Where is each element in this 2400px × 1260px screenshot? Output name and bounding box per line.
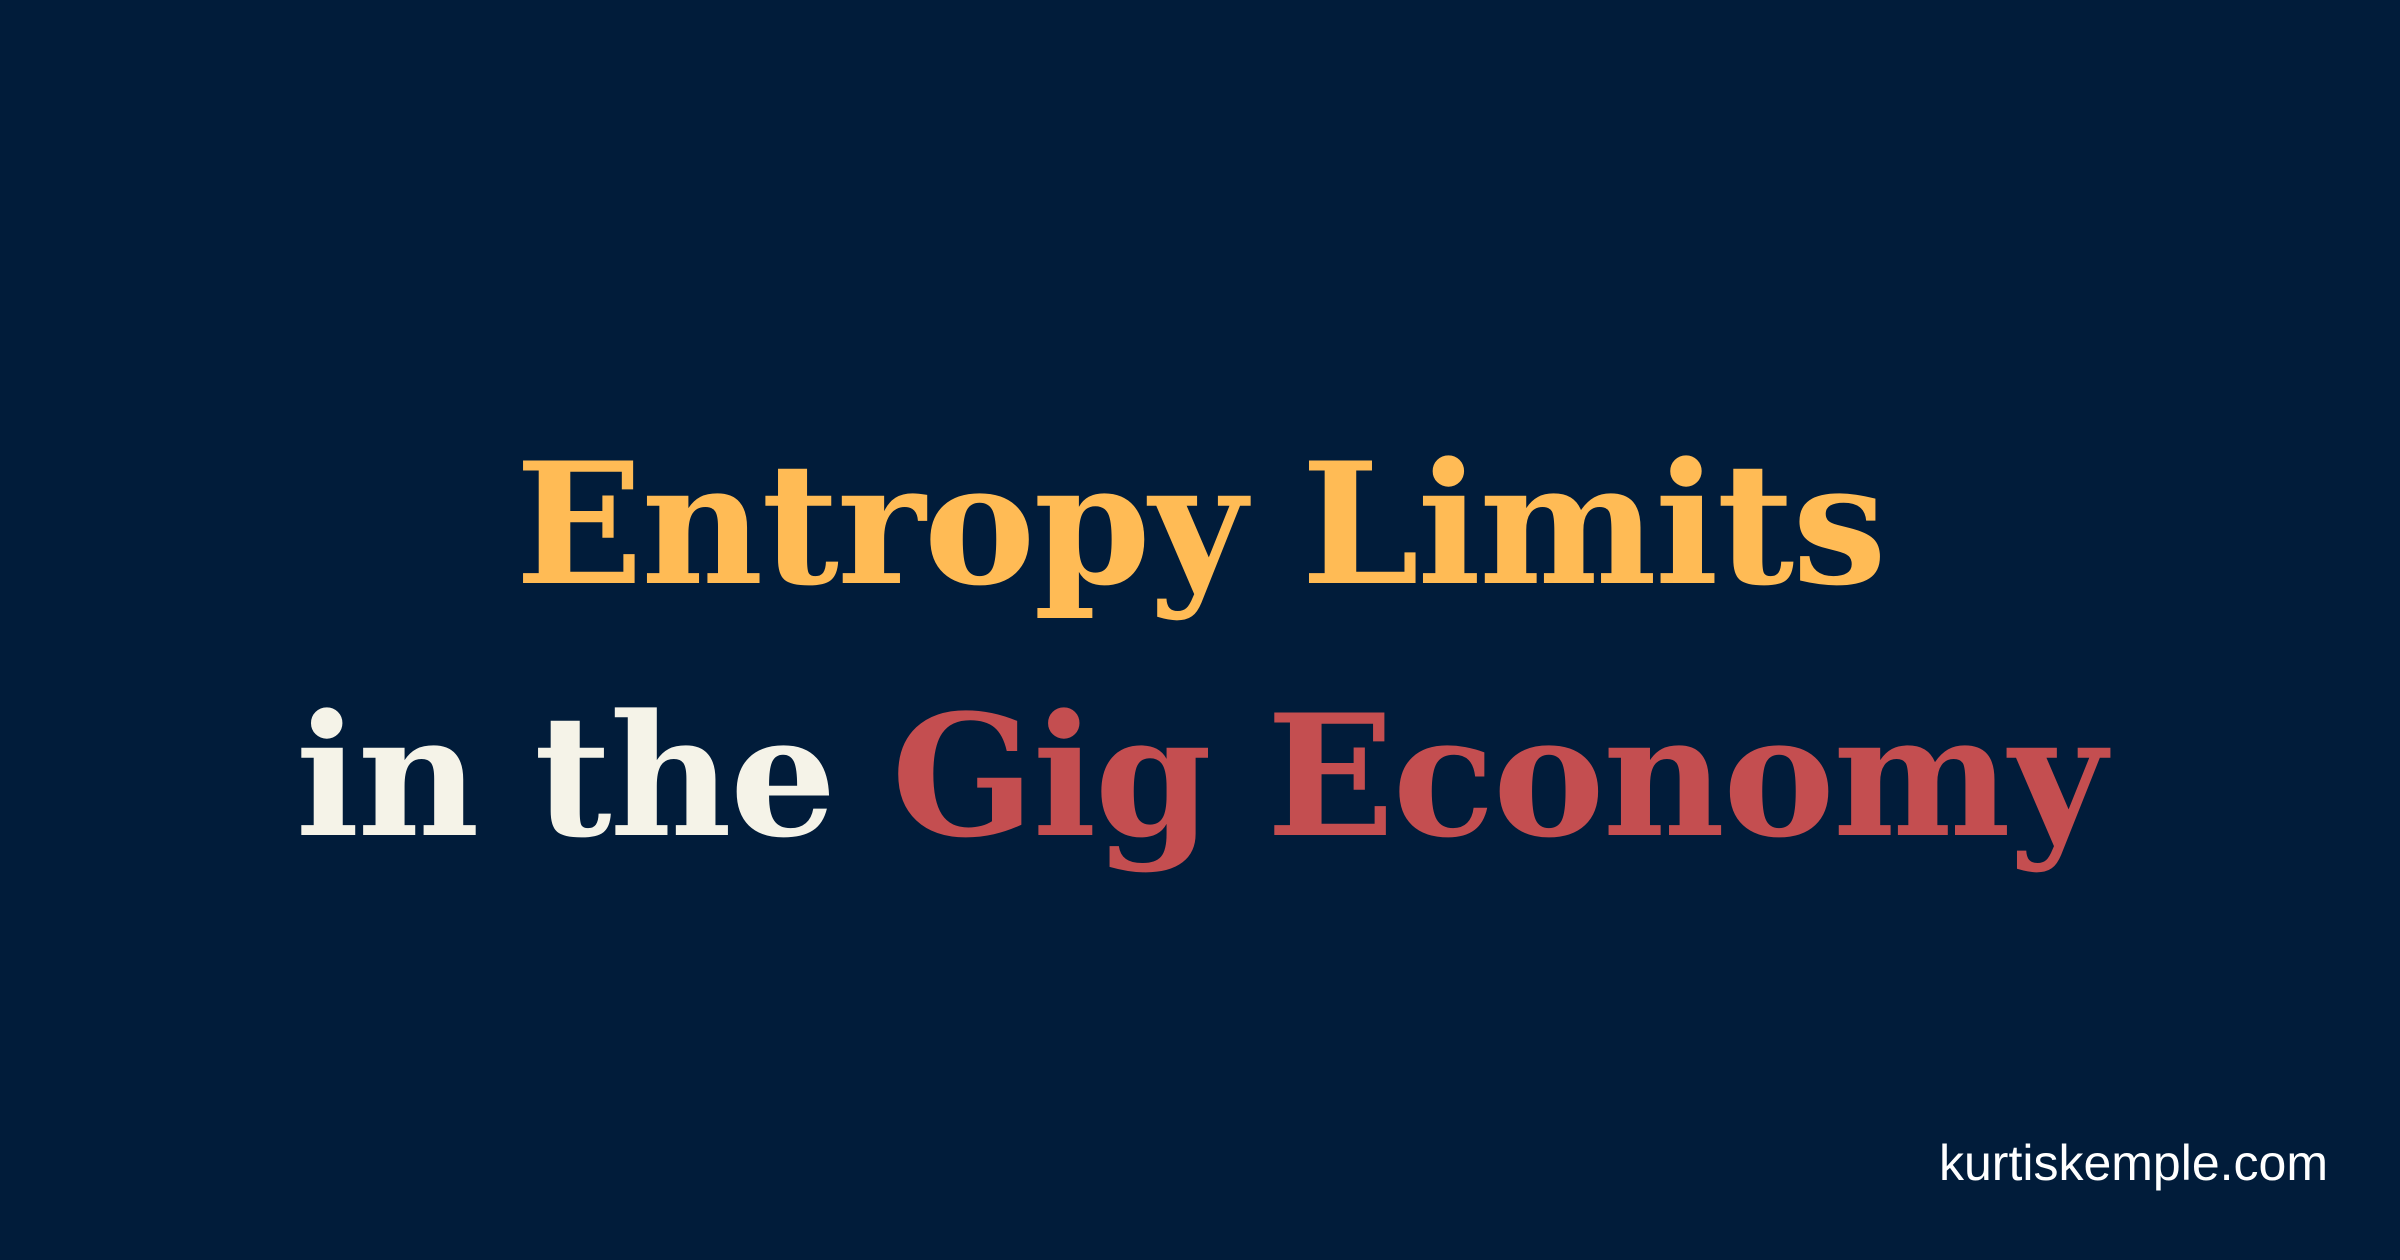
title-line-2-highlight: Gig Economy xyxy=(891,677,2106,875)
site-url: kurtiskemple.com xyxy=(1939,1135,2328,1191)
title-line-1: Entropy Limits xyxy=(515,425,1887,623)
title-line-2: in the Gig Economy xyxy=(0,650,2400,902)
title-line-2-lead: in the xyxy=(295,677,837,875)
page-title: Entropy Limits in the Gig Economy xyxy=(0,398,2400,902)
